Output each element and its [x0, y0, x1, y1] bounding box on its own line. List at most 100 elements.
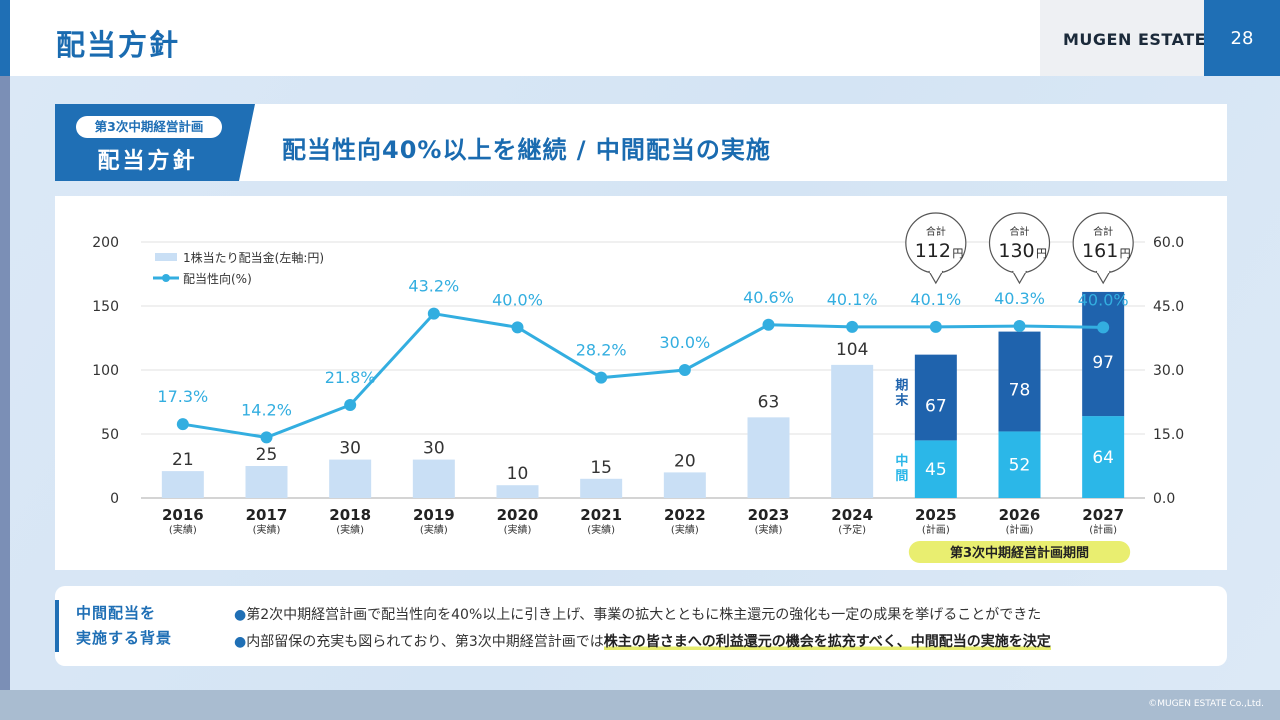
- bar-value-label: 30: [423, 439, 445, 459]
- payout-ratio-label: 40.3%: [994, 289, 1045, 308]
- bar-value-label: 20: [674, 451, 696, 471]
- bar-dividend: [161, 471, 204, 498]
- bar-value-label: 15: [590, 458, 612, 478]
- payout-ratio-label: 17.3%: [157, 387, 208, 406]
- bar-year-end: [1082, 291, 1125, 417]
- y-left-tick-label: 0: [110, 491, 119, 507]
- bar-dividend: [496, 485, 539, 498]
- legend-line-marker: [162, 274, 170, 282]
- legend-line-label: 配当性向(%): [183, 271, 252, 286]
- x-tick-note: (実績): [587, 523, 615, 536]
- x-tick-note: (計画): [1006, 523, 1034, 536]
- left-sidebar-stripe: [0, 76, 10, 690]
- payout-ratio-label: 40.1%: [827, 290, 878, 309]
- note-bullet-1: ●第2次中期経営計画で配当性向を40%以上に引き上げ、事業の拡大とともに株主還元…: [234, 604, 1041, 624]
- total-bubble-pointer: [928, 270, 944, 285]
- total-label: 合計: [926, 225, 946, 238]
- period-highlight: [908, 541, 1131, 563]
- section-tag-title: 配当方針: [97, 149, 198, 174]
- x-tick-label: 2026: [999, 506, 1041, 524]
- note-bullet-2: ●内部留保の充実も図られており、第3次中期経営計画では株主の皆さまへの利益還元の…: [234, 631, 1051, 651]
- stack-label-year-end: 期: [895, 379, 908, 394]
- note-bullet-2-highlight: 株主の皆さまへの利益還元の機会を拡充すべく、中間配当の実施を決定: [603, 634, 1051, 650]
- bar-year-end: [914, 354, 957, 441]
- x-tick-label: 2022: [664, 506, 706, 524]
- payout-ratio-point: [1097, 321, 1110, 334]
- x-tick-note: (実績): [253, 523, 281, 536]
- brand-logo: MUGEN ESTATE: [1063, 30, 1207, 49]
- interim-value-label: 52: [1009, 456, 1031, 476]
- note-bullet-2-text: 内部留保の充実も図られており、第3次中期経営計画では: [246, 634, 604, 650]
- x-tick-label: 2023: [748, 506, 790, 524]
- payout-ratio-point: [427, 307, 440, 320]
- year-end-value-label: 97: [1092, 353, 1114, 373]
- payout-ratio-point: [678, 364, 691, 376]
- bullet-dot-icon: ●: [234, 607, 247, 623]
- x-tick-note: (実績): [420, 523, 448, 536]
- legend-bar-swatch: [155, 253, 177, 261]
- payout-ratio-label: 43.2%: [408, 277, 459, 296]
- x-tick-label: 2017: [246, 506, 288, 524]
- year-end-value-label: 78: [1009, 381, 1031, 401]
- dividend-chart: 0 50 100 150 200 0.0 15.0 30.0 45.0 60.0 第3次中期経営計画…: [92, 212, 1184, 563]
- interim-value-label: 45: [925, 460, 947, 480]
- copyright: ©MUGEN ESTATE Co.,Ltd.: [1148, 699, 1264, 709]
- y-left-tick-label: 50: [101, 427, 119, 443]
- section-tag-pill: 第3次中期経営計画: [76, 116, 222, 138]
- bar-value-label: 10: [507, 464, 529, 484]
- period-label: 第3次中期経営計画期間: [950, 545, 1089, 561]
- payout-ratio-point: [344, 398, 357, 411]
- total-bubble-pointer-mask: [1097, 268, 1110, 273]
- bar-interim: [1082, 416, 1125, 498]
- x-tick-label: 2021: [580, 506, 622, 524]
- payout-ratio-point: [511, 321, 524, 334]
- bar-dividend: [245, 466, 288, 498]
- payout-ratio-label: 40.6%: [743, 288, 794, 307]
- payout-ratio-point: [762, 318, 775, 331]
- note-label-line1: 中間配当を: [76, 604, 157, 622]
- bar-dividend: [663, 472, 706, 498]
- stack-label-interim: 間: [895, 469, 908, 484]
- x-tick-label: 2025: [915, 506, 957, 524]
- total-unit: 円: [1036, 247, 1047, 260]
- stack-label-year-end: 末: [894, 393, 909, 409]
- bar-value-label: 30: [339, 439, 361, 459]
- payout-ratio-label: 40.0%: [1078, 290, 1129, 309]
- payout-ratio-point: [1013, 320, 1026, 333]
- y-right-tick-label: 15.0: [1153, 427, 1184, 443]
- page-number: 28: [1230, 28, 1254, 49]
- brand-area: [1040, 0, 1204, 76]
- section-heading: 配当性向40%以上を継続 / 中間配当の実施: [282, 136, 771, 164]
- payout-ratio-point: [260, 431, 273, 444]
- note-accent-bar: [55, 600, 59, 652]
- page-title: 配当方針: [56, 28, 181, 62]
- bar-dividend: [747, 417, 790, 498]
- x-tick-note: (計画): [1089, 523, 1117, 536]
- interim-value-label: 64: [1092, 448, 1114, 468]
- payout-ratio-label: 30.0%: [659, 333, 710, 352]
- bar-interim: [914, 440, 957, 498]
- note-bullet-1-text: 第2次中期経営計画で配当性向を40%以上に引き上げ、事業の拡大とともに株主還元の…: [246, 607, 1042, 623]
- total-value: 161: [1082, 240, 1118, 262]
- x-tick-label: 2024: [831, 506, 873, 524]
- year-end-value-label: 67: [925, 397, 947, 417]
- stack-label-interim: 中: [895, 453, 908, 469]
- y-right-tick-label: 45.0: [1153, 299, 1184, 315]
- footer-bar: [0, 690, 1280, 720]
- payout-ratio-label: 14.2%: [241, 400, 292, 419]
- bar-dividend: [831, 364, 874, 498]
- payout-ratio-label: 40.1%: [910, 290, 961, 309]
- payout-ratio-label: 21.8%: [325, 368, 376, 387]
- y-left-tick-label: 100: [92, 363, 119, 379]
- payout-ratio-label: 28.2%: [576, 341, 627, 360]
- total-label: 合計: [1093, 225, 1113, 238]
- x-tick-label: 2027: [1082, 506, 1124, 524]
- payout-ratio-line: [182, 312, 1104, 439]
- bullet-dot-icon: ●: [234, 634, 247, 650]
- x-tick-label: 2020: [497, 506, 539, 524]
- total-bubble-pointer: [1095, 270, 1111, 285]
- x-tick-note: (実績): [336, 523, 364, 536]
- x-tick-note: (実績): [755, 523, 783, 536]
- y-right-tick-label: 60.0: [1153, 235, 1184, 251]
- total-label: 合計: [1010, 225, 1030, 238]
